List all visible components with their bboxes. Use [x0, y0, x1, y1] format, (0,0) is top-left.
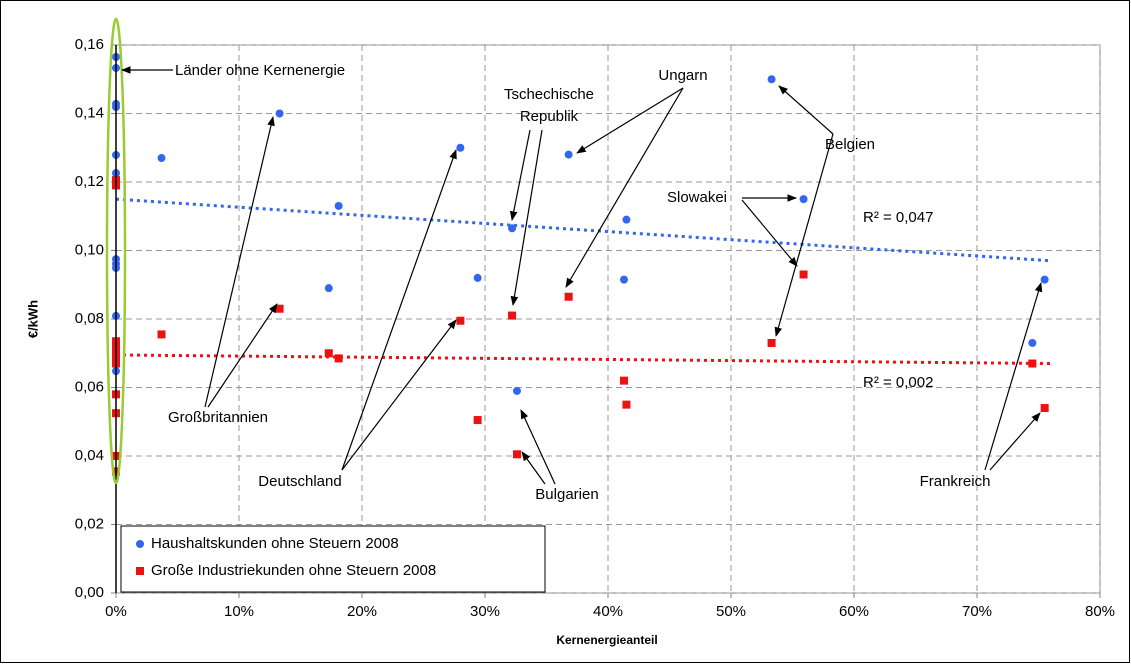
legend-box — [120, 525, 546, 593]
point — [324, 349, 333, 358]
point — [799, 270, 808, 279]
y-tick-label: 0,10 — [75, 241, 104, 258]
point — [456, 143, 465, 152]
point — [767, 75, 776, 84]
annotation: Frankreich — [920, 473, 991, 490]
legend: Haushaltskunden ohne Steuern 2008 Große I… — [120, 525, 546, 593]
x-tick-label: 10% — [224, 603, 254, 620]
x-tick-label: 40% — [593, 603, 623, 620]
highlight-ellipse — [105, 17, 127, 485]
x-tick-label: 50% — [716, 603, 746, 620]
annotation-arrow — [565, 87, 684, 288]
point — [473, 273, 482, 282]
y-axis-title: €/kWh — [25, 300, 40, 338]
point — [622, 400, 631, 409]
point — [157, 330, 166, 339]
y-tick-label: 0,08 — [75, 310, 104, 327]
annotation: Bulgarien — [535, 486, 598, 503]
point — [1040, 404, 1049, 413]
annotation: Ungarn — [658, 67, 707, 84]
point — [334, 201, 343, 210]
annotation-arrow — [510, 129, 543, 306]
point — [334, 354, 343, 363]
y-tick-label: 0,12 — [75, 173, 104, 190]
y-tick-label: 0,00 — [75, 584, 104, 601]
point — [619, 376, 628, 385]
annotation: Länder ohne Kernenergie — [175, 62, 345, 79]
annotation-arrow — [984, 282, 1043, 471]
x-tick-label: 0% — [105, 603, 127, 620]
annotation-arrow — [341, 149, 457, 471]
point — [512, 386, 521, 395]
r-squared-label: R² = 0,047 — [863, 209, 933, 226]
point — [324, 284, 333, 293]
trendline — [115, 197, 1051, 263]
point — [564, 292, 573, 301]
point — [473, 416, 482, 425]
annotation-arrow — [741, 199, 798, 267]
x-tick-label: 80% — [1085, 603, 1115, 620]
annotation-arrow — [989, 412, 1041, 471]
annotation: Tschechische — [504, 86, 594, 103]
annotation-arrow — [576, 87, 684, 154]
annotation-arrow — [509, 129, 531, 221]
annotation: Belgien — [825, 136, 875, 153]
x-axis-title: Kernenergieanteil — [556, 633, 657, 647]
point — [275, 304, 284, 313]
y-tick-label: 0,02 — [75, 515, 104, 532]
x-tick-label: 60% — [839, 603, 869, 620]
point — [508, 311, 517, 320]
annotation-arrow — [521, 451, 546, 485]
r-squared-label: R² = 0,002 — [863, 374, 933, 391]
annotation-arrow — [207, 303, 278, 408]
y-tick-label: 0,04 — [75, 447, 104, 464]
legend-label: Haushaltskunden ohne Steuern 2008 — [151, 535, 399, 552]
x-tick-label: 20% — [347, 603, 377, 620]
annotation-arrow — [778, 85, 834, 135]
point — [157, 154, 166, 163]
point — [619, 275, 628, 284]
point — [564, 150, 573, 159]
point — [456, 316, 465, 325]
point — [508, 224, 517, 233]
legend-label: Große Industriekunden ohne Steuern 2008 — [151, 562, 436, 579]
point — [622, 215, 631, 224]
point — [1028, 338, 1037, 347]
annotation: Großbritannien — [168, 409, 268, 426]
point — [275, 109, 284, 118]
x-tick-label: 70% — [962, 603, 992, 620]
y-tick-label: 0,16 — [75, 36, 104, 53]
legend-marker — [136, 540, 144, 548]
point — [512, 450, 521, 459]
point — [1028, 359, 1037, 368]
annotation-arrow — [520, 409, 556, 485]
annotation-arrow — [204, 116, 275, 408]
annotation-arrow — [341, 319, 457, 471]
annotation-arrow — [774, 133, 834, 337]
trendline — [115, 353, 1051, 366]
y-tick-label: 0,14 — [75, 104, 104, 121]
x-tick-label: 30% — [470, 603, 500, 620]
annotation: Republik — [520, 108, 579, 125]
annotation: Slowakei — [667, 189, 727, 206]
legend-marker — [136, 567, 144, 575]
annotation: Deutschland — [258, 473, 341, 490]
point — [767, 338, 776, 347]
y-tick-label: 0,06 — [75, 378, 104, 395]
point — [799, 195, 808, 204]
point — [1040, 275, 1049, 284]
